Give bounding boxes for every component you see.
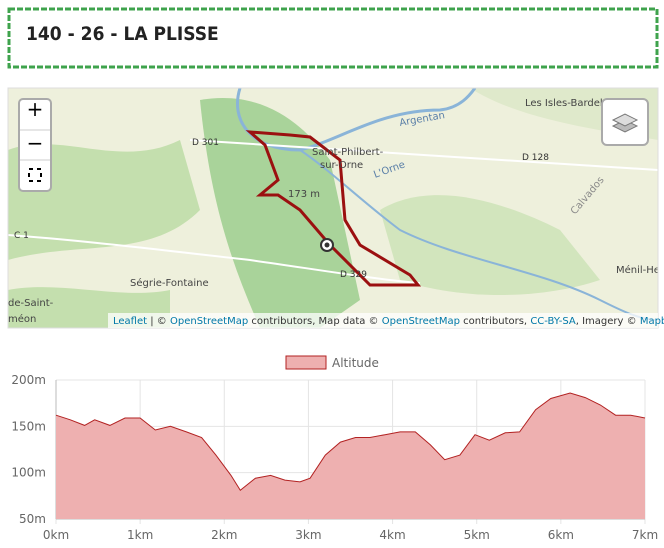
header-box	[7, 7, 659, 69]
attribution-link[interactable]: Mapbox	[640, 316, 664, 327]
altitude-line	[55, 392, 646, 492]
map-label: Les Isles-Bardel	[525, 98, 603, 109]
attribution-text: contributors,	[463, 316, 527, 327]
map-label: méon	[8, 313, 36, 325]
route	[245, 130, 422, 287]
map: D 301 Saint-Philbert- sur-Orne 173 m D 3…	[8, 88, 660, 328]
x-tick-label: 1km	[127, 528, 153, 542]
zoom-in[interactable]: +	[27, 97, 44, 121]
x-tick-label: 6km	[548, 528, 574, 542]
y-tick-label: 200m	[11, 373, 46, 387]
map-label: sur-Orne	[320, 160, 363, 171]
attribution-link[interactable]: Leaflet	[113, 316, 147, 327]
zoom-out[interactable]: −	[27, 131, 44, 155]
y-tick-label: 50m	[19, 512, 46, 526]
y-tick-label: 150m	[11, 419, 46, 433]
map-label: D 128	[522, 153, 549, 163]
map-label: C 1	[14, 231, 29, 241]
x-tick-label: 0km	[43, 528, 69, 542]
attribution-link[interactable]: CC-BY-SA	[530, 316, 576, 327]
map-label: 173 m	[288, 189, 320, 200]
fullscreen-button[interactable]	[28, 168, 42, 182]
legend-label: Altitude	[332, 356, 379, 370]
y-tick-label: 100m	[11, 466, 46, 480]
map-label: de-Saint-	[8, 298, 54, 309]
map-label: Saint-Philbert-	[312, 147, 384, 158]
x-tick-label: 7km	[632, 528, 658, 542]
attribution-text: , Imagery ©	[576, 316, 637, 327]
zoom-control: + −	[18, 97, 52, 192]
map-label: Ménil-He	[616, 264, 660, 276]
x-tick-label: 4km	[379, 528, 405, 542]
map-label: Ségrie-Fontaine	[130, 277, 209, 289]
x-tick-label: 3km	[295, 528, 321, 542]
map-label: D 329	[340, 270, 367, 280]
elevation-chart: 50m 100m 150m 200m 0km 1km 2km 3km 4km 5km 6km 7km A…	[11, 355, 658, 542]
attribution: Leaflet | © OpenStreetMap contributors, …	[113, 316, 664, 327]
attribution-text: contributors, Map data ©	[251, 316, 378, 327]
x-tick-label: 2km	[211, 528, 237, 542]
x-tick-label: 5km	[464, 528, 490, 542]
attribution-link[interactable]: OpenStreetMap	[170, 316, 248, 327]
attribution-text: | ©	[150, 316, 167, 327]
map-label: D 301	[192, 138, 219, 148]
area	[56, 393, 645, 519]
attribution-link[interactable]: OpenStreetMap	[382, 316, 460, 327]
layers-control[interactable]	[601, 98, 649, 146]
legend-swatch	[285, 355, 327, 370]
header-title: 140 - 26 - LA PLISSE	[26, 23, 219, 45]
